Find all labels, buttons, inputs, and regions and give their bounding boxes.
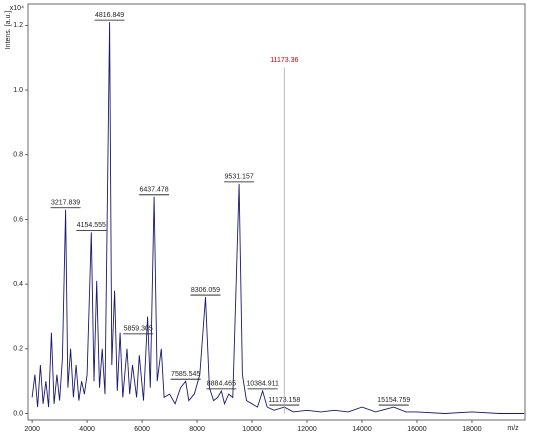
x-tick-label: 16000 [407,426,427,433]
x-tick-label: 12000 [297,426,317,433]
y-tick-label: 0.4 [13,281,23,288]
x-tick-label: 18000 [462,426,482,433]
y-tick-label: 0.6 [13,216,23,223]
peak-label: 10384.911 [246,381,279,388]
x-tick-label: 2000 [24,426,40,433]
plot-frame [27,3,526,421]
x-tick-label: 8000 [189,426,205,433]
peak-label: 7585.545 [171,371,200,378]
x-tick-label: 14000 [352,426,372,433]
spectrum-line [31,22,525,414]
peak-label: 9531.157 [225,174,254,181]
peak-label: 6437.478 [140,187,169,194]
peak-label: 4816.849 [95,12,124,19]
y-tick-label: 1.0 [13,87,23,94]
x-tick-label: 10000 [242,426,262,433]
y-tick-label: 0.8 [13,152,23,159]
y-tick-label: 0.0 [13,410,23,417]
peak-label: 3217.839 [51,200,80,207]
peak-label: 8306.059 [191,287,220,294]
y-tick-label: 1.2 [13,22,23,29]
x-axis-label: m/z [507,425,519,432]
y-axis-label: Intens. [a.u.] [5,11,12,50]
peak-label: 11173.36 [270,57,298,64]
y-tick-label: 0.2 [13,346,23,353]
peak-label: 8884.465 [207,381,236,388]
peak-label: 5859.305 [124,326,153,333]
x-tick-label: 4000 [79,426,95,433]
peak-label: 4154.555 [77,222,106,229]
peak-label: 15154.759 [377,397,410,404]
y-multiplier: x10⁴ [10,5,24,12]
x-tick-label: 6000 [134,426,150,433]
